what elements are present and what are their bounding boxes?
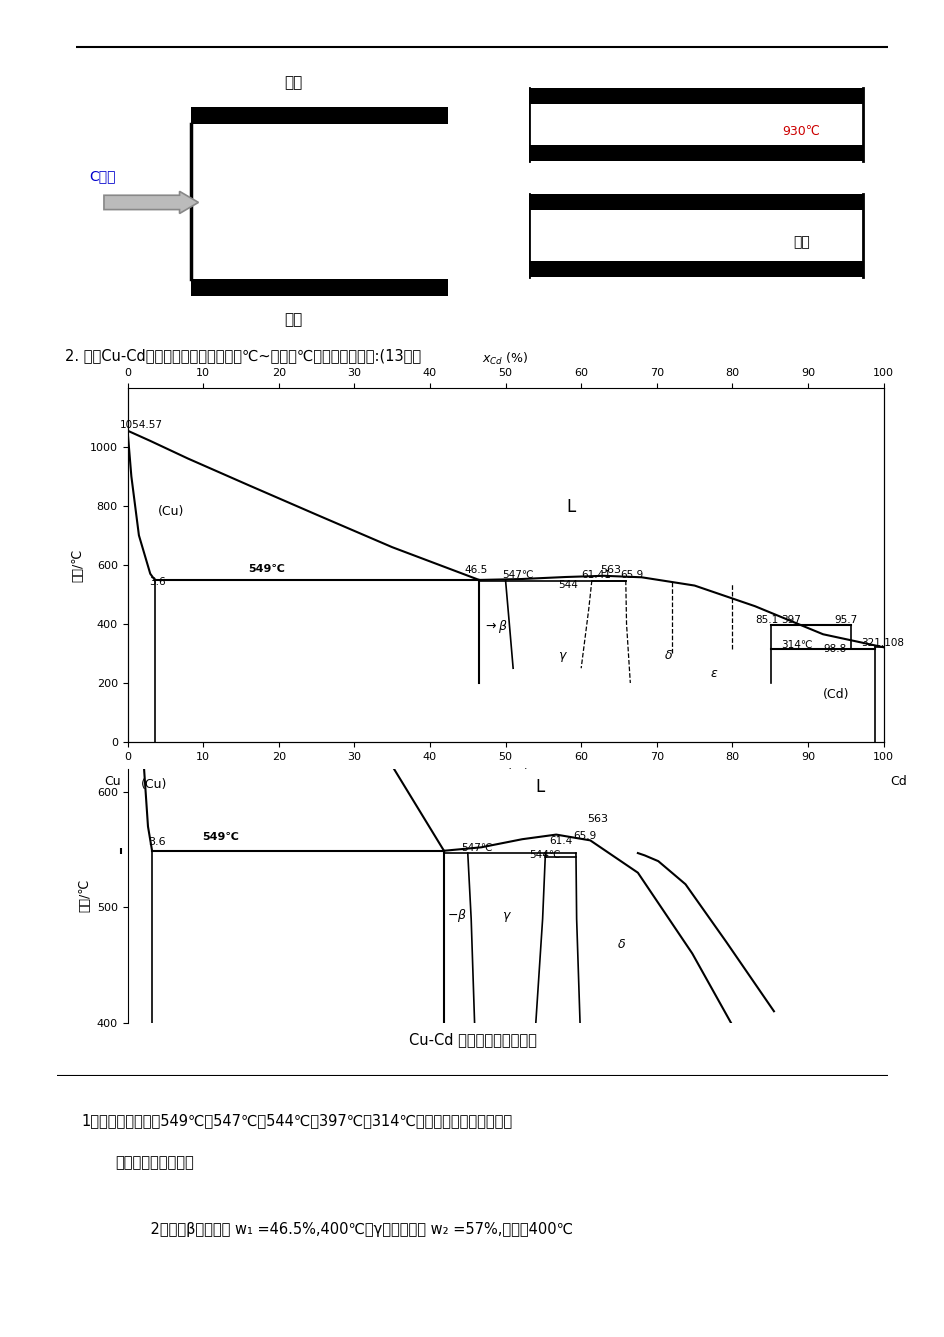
Text: $\delta$: $\delta$ [664, 650, 673, 662]
X-axis label: $w_{cd}$ (%): $w_{cd}$ (%) [481, 767, 529, 783]
Text: L: L [565, 497, 575, 516]
Text: 547℃: 547℃ [461, 842, 492, 853]
Text: 2）已知β相成分为 w₁ =46.5%,400℃时γ相的成分为 w₂ =57%,请计算400℃: 2）已知β相成分为 w₁ =46.5%,400℃时γ相的成分为 w₂ =57%,… [131, 1222, 572, 1237]
FancyArrow shape [104, 191, 198, 214]
Text: 397: 397 [781, 615, 801, 626]
Text: 85.1: 85.1 [754, 615, 778, 626]
Text: (Cu): (Cu) [158, 504, 184, 517]
Bar [529, 261, 862, 277]
Text: 防护: 防护 [283, 313, 302, 328]
Text: $\gamma$: $\gamma$ [501, 910, 512, 924]
Text: 1054.57: 1054.57 [120, 420, 163, 429]
Bar [191, 107, 447, 124]
Text: (Cu): (Cu) [141, 778, 167, 792]
Text: 563: 563 [586, 814, 607, 824]
X-axis label: $x_{Cd}$ (%): $x_{Cd}$ (%) [482, 350, 528, 366]
Text: 3.6: 3.6 [148, 578, 165, 587]
Text: Cu: Cu [104, 775, 121, 787]
Text: 547℃: 547℃ [501, 570, 532, 580]
Text: $\varepsilon$: $\varepsilon$ [709, 667, 717, 681]
Text: 65.9: 65.9 [620, 570, 643, 580]
Text: 防护: 防护 [283, 75, 302, 90]
Text: 3.6: 3.6 [148, 837, 165, 846]
Bar [529, 194, 862, 210]
Text: Cu-Cd 二元相图的局部放大: Cu-Cd 二元相图的局部放大 [408, 1032, 536, 1047]
Text: 1）请根据相图写出549℃、547℃、544℃、397℃和314℃五条水平线的三相平衡反: 1）请根据相图写出549℃、547℃、544℃、397℃和314℃五条水平线的三… [81, 1114, 513, 1128]
Bar [191, 279, 447, 297]
Text: 544: 544 [558, 580, 578, 590]
Text: 314℃: 314℃ [781, 640, 812, 650]
Text: L: L [535, 778, 545, 796]
Text: 930℃: 930℃ [782, 124, 819, 138]
Text: 2. 图示Cu-Cd二元相图全图及其４００℃~６００℃范围的局部放大:(13分）: 2. 图示Cu-Cd二元相图全图及其４００℃~６００℃范围的局部放大:(13分） [65, 348, 421, 364]
Text: 549℃: 549℃ [202, 833, 239, 842]
Text: 应类型及其反应式；: 应类型及其反应式； [115, 1155, 194, 1170]
Text: 321.108: 321.108 [860, 638, 903, 648]
Text: $-\beta$: $-\beta$ [447, 906, 467, 924]
Text: 563: 563 [599, 566, 620, 575]
Text: $\delta$: $\delta$ [616, 937, 626, 951]
Text: (Cd): (Cd) [822, 687, 849, 701]
Bar [529, 88, 862, 104]
Text: 65.9: 65.9 [573, 832, 596, 841]
Text: Cd: Cd [889, 775, 906, 787]
Text: 95.7: 95.7 [834, 615, 857, 626]
Bar [529, 144, 862, 160]
Text: 549℃: 549℃ [248, 564, 285, 575]
Text: 544℃: 544℃ [529, 850, 560, 860]
Text: 98.8: 98.8 [822, 643, 846, 654]
Text: $\rightarrow\beta$: $\rightarrow\beta$ [482, 618, 507, 635]
Text: 46.5: 46.5 [464, 564, 487, 575]
Y-axis label: 温度/℃: 温度/℃ [78, 880, 91, 912]
Text: 61.41: 61.41 [581, 570, 611, 580]
Text: C原子: C原子 [89, 170, 115, 183]
Text: 61.4: 61.4 [548, 836, 572, 846]
Text: $\gamma$: $\gamma$ [558, 650, 568, 664]
Text: 室温: 室温 [792, 235, 809, 250]
Y-axis label: 温度/℃: 温度/℃ [71, 548, 84, 582]
